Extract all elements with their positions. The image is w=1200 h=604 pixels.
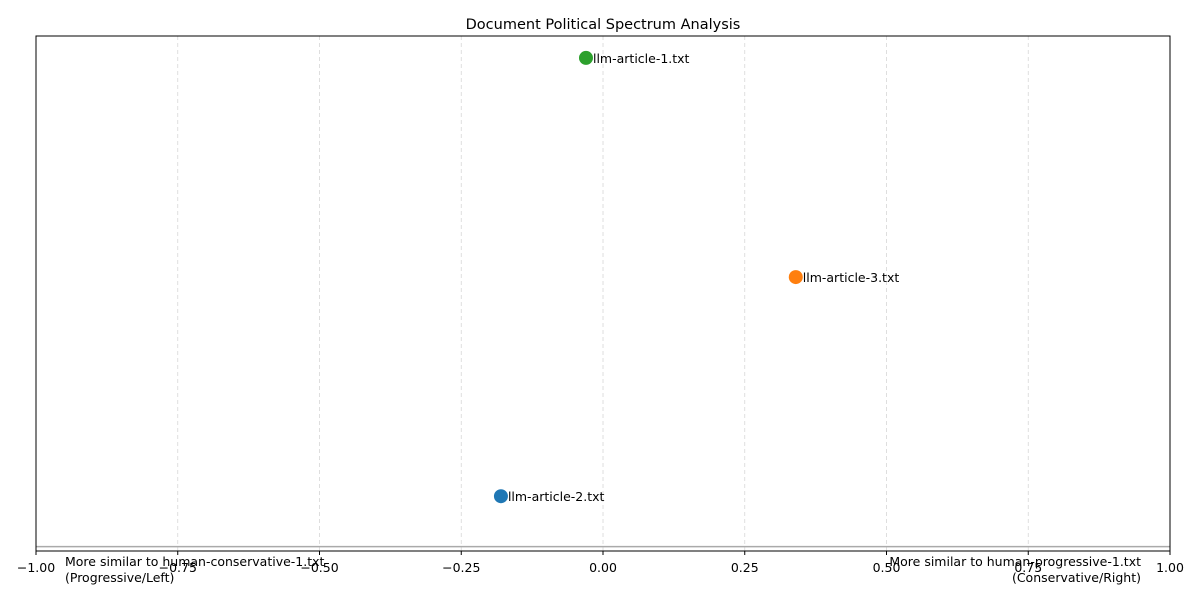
annotation-right-line2: (Conservative/Right)	[1012, 570, 1141, 585]
chart-title: Document Political Spectrum Analysis	[466, 17, 741, 33]
x-tick-label: −0.25	[442, 560, 480, 575]
x-tick-label: 0.75	[1014, 560, 1042, 575]
x-tick-label: −1.00	[17, 560, 55, 575]
x-tick-label: 0.50	[873, 560, 901, 575]
x-tick-label: −0.50	[300, 560, 338, 575]
x-axis: −1.00 −0.75 −0.50 −0.25 0.00 0.25 0.50 0.75 1.00	[17, 551, 1184, 575]
data-point-label: llm-article-3.txt	[803, 270, 900, 285]
grid-lines	[35, 36, 1171, 551]
x-tick-label: 0.00	[589, 560, 617, 575]
data-point	[493, 489, 508, 504]
annotation-left-line2: (Progressive/Left)	[65, 570, 174, 585]
data-points: llm-article-2.txt llm-article-3.txt llm-ar…	[493, 50, 900, 504]
x-tick-label: −0.75	[159, 560, 197, 575]
x-tick-label: 1.00	[1156, 560, 1184, 575]
data-point	[788, 270, 803, 285]
x-tick-label: 0.25	[731, 560, 759, 575]
data-point-label: llm-article-2.txt	[508, 489, 605, 504]
data-point-label: llm-article-1.txt	[593, 51, 690, 66]
data-point	[578, 50, 593, 65]
annotation-left-line1: More similar to human-conservative-1.txt	[65, 554, 325, 569]
annotation-right-line1: More similar to human-progressive-1.txt	[889, 554, 1141, 569]
